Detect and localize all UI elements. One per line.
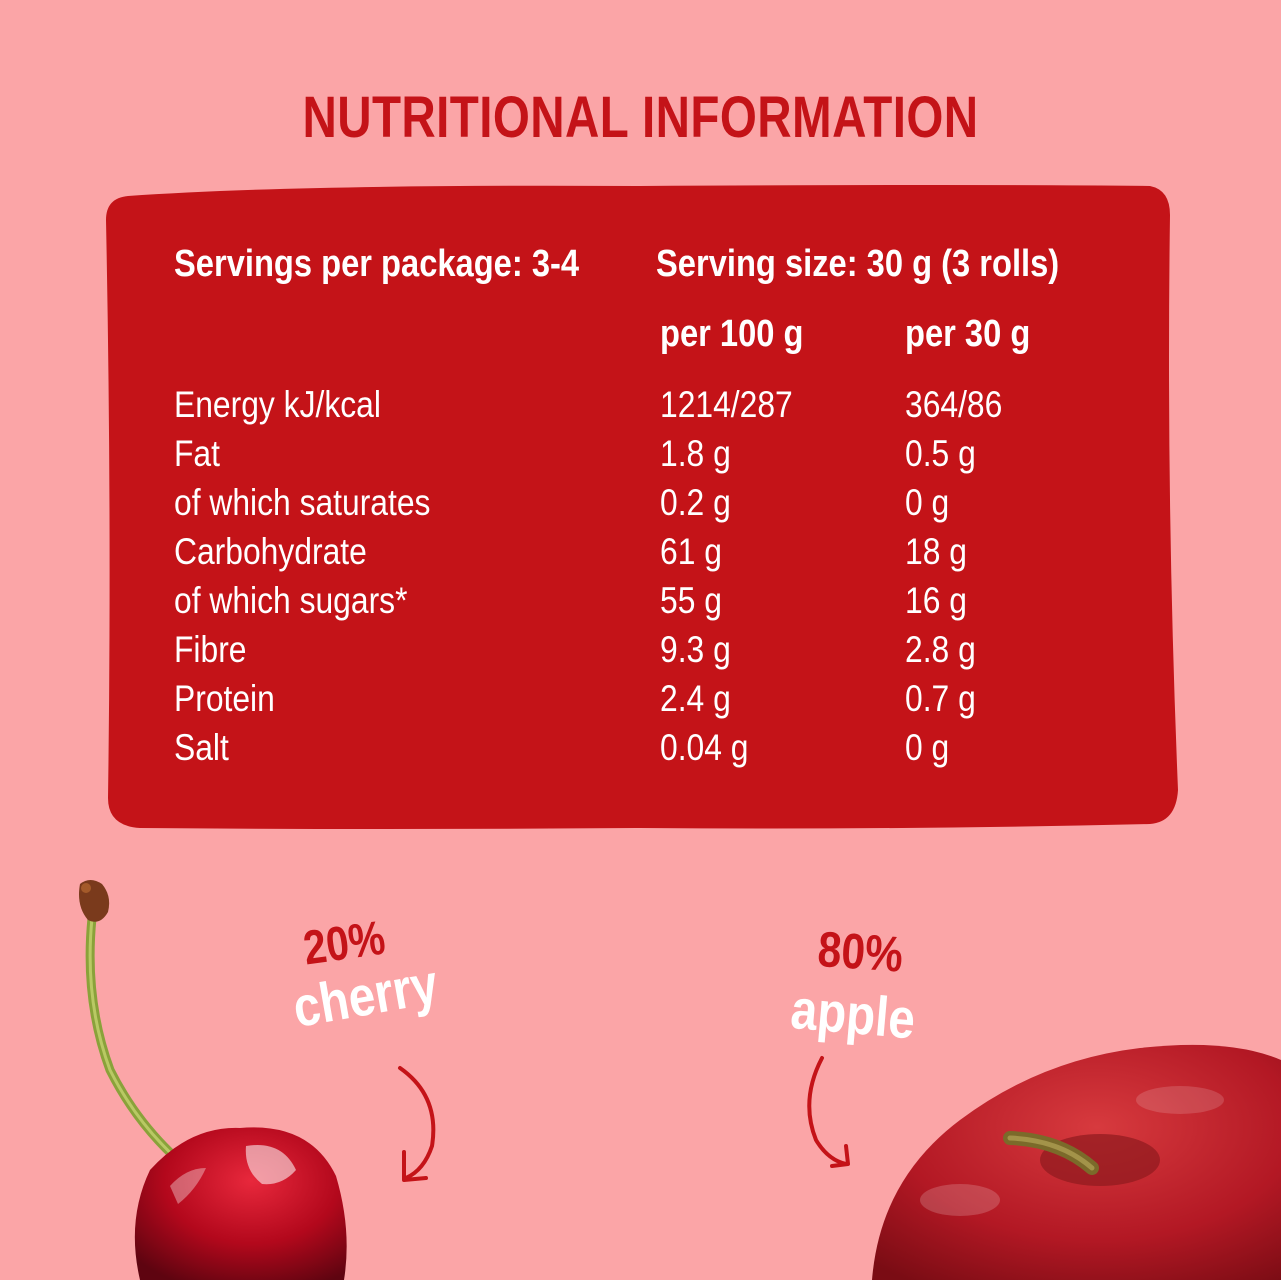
column-header-per-100g: per 100 g	[660, 313, 804, 355]
value-per-30g: 0.5 g	[905, 433, 976, 474]
apple-percent: 80%	[816, 920, 905, 983]
value-per-30g: 0 g	[905, 482, 950, 523]
value-per-100g: 0.04 g	[660, 727, 749, 768]
nutrient-name: Protein	[174, 678, 275, 719]
value-per-30g: 16 g	[905, 580, 967, 621]
table-row: of which saturates 0.2 g 0 g	[0, 478, 1281, 527]
nutrient-name: Fat	[174, 433, 220, 474]
nutrient-name: of which sugars*	[174, 580, 408, 621]
value-per-30g: 2.8 g	[905, 629, 976, 670]
apple-arrow	[807, 1056, 848, 1166]
serving-size: Serving size: 30 g (3 rolls)	[656, 243, 1060, 285]
value-per-30g: 0 g	[905, 727, 950, 768]
table-row: Salt 0.04 g 0 g	[0, 723, 1281, 772]
nutrient-name: Carbohydrate	[174, 531, 367, 572]
value-per-100g: 2.4 g	[660, 678, 731, 719]
table-row: Energy kJ/kcal 1214/287 364/86	[0, 380, 1281, 429]
table-row: of which sugars* 55 g 16 g	[0, 576, 1281, 625]
table-row: Fat 1.8 g 0.5 g	[0, 429, 1281, 478]
nutrient-name: Salt	[174, 727, 229, 768]
value-per-30g: 364/86	[905, 384, 1003, 425]
nutrient-name: Fibre	[174, 629, 247, 670]
apple-label: apple	[788, 976, 918, 1051]
value-per-30g: 0.7 g	[905, 678, 976, 719]
servings-per-package: Servings per package: 3-4	[174, 243, 580, 285]
cherry-arrow	[398, 1066, 436, 1180]
table-row: Fibre 9.3 g 2.8 g	[0, 625, 1281, 674]
table-row: Carbohydrate 61 g 18 g	[0, 527, 1281, 576]
page-title: NUTRITIONAL INFORMATION	[302, 85, 979, 150]
value-per-100g: 61 g	[660, 531, 722, 572]
nutrient-name: Energy kJ/kcal	[174, 384, 381, 425]
value-per-100g: 55 g	[660, 580, 722, 621]
nutrition-table: Energy kJ/kcal 1214/287 364/86 Fat 1.8 g…	[0, 380, 1281, 772]
value-per-100g: 9.3 g	[660, 629, 731, 670]
column-header-per-30g: per 30 g	[905, 313, 1031, 355]
nutrient-name: of which saturates	[174, 482, 431, 523]
table-row: Protein 2.4 g 0.7 g	[0, 674, 1281, 723]
value-per-100g: 0.2 g	[660, 482, 731, 523]
value-per-30g: 18 g	[905, 531, 967, 572]
value-per-100g: 1.8 g	[660, 433, 731, 474]
value-per-100g: 1214/287	[660, 384, 793, 425]
